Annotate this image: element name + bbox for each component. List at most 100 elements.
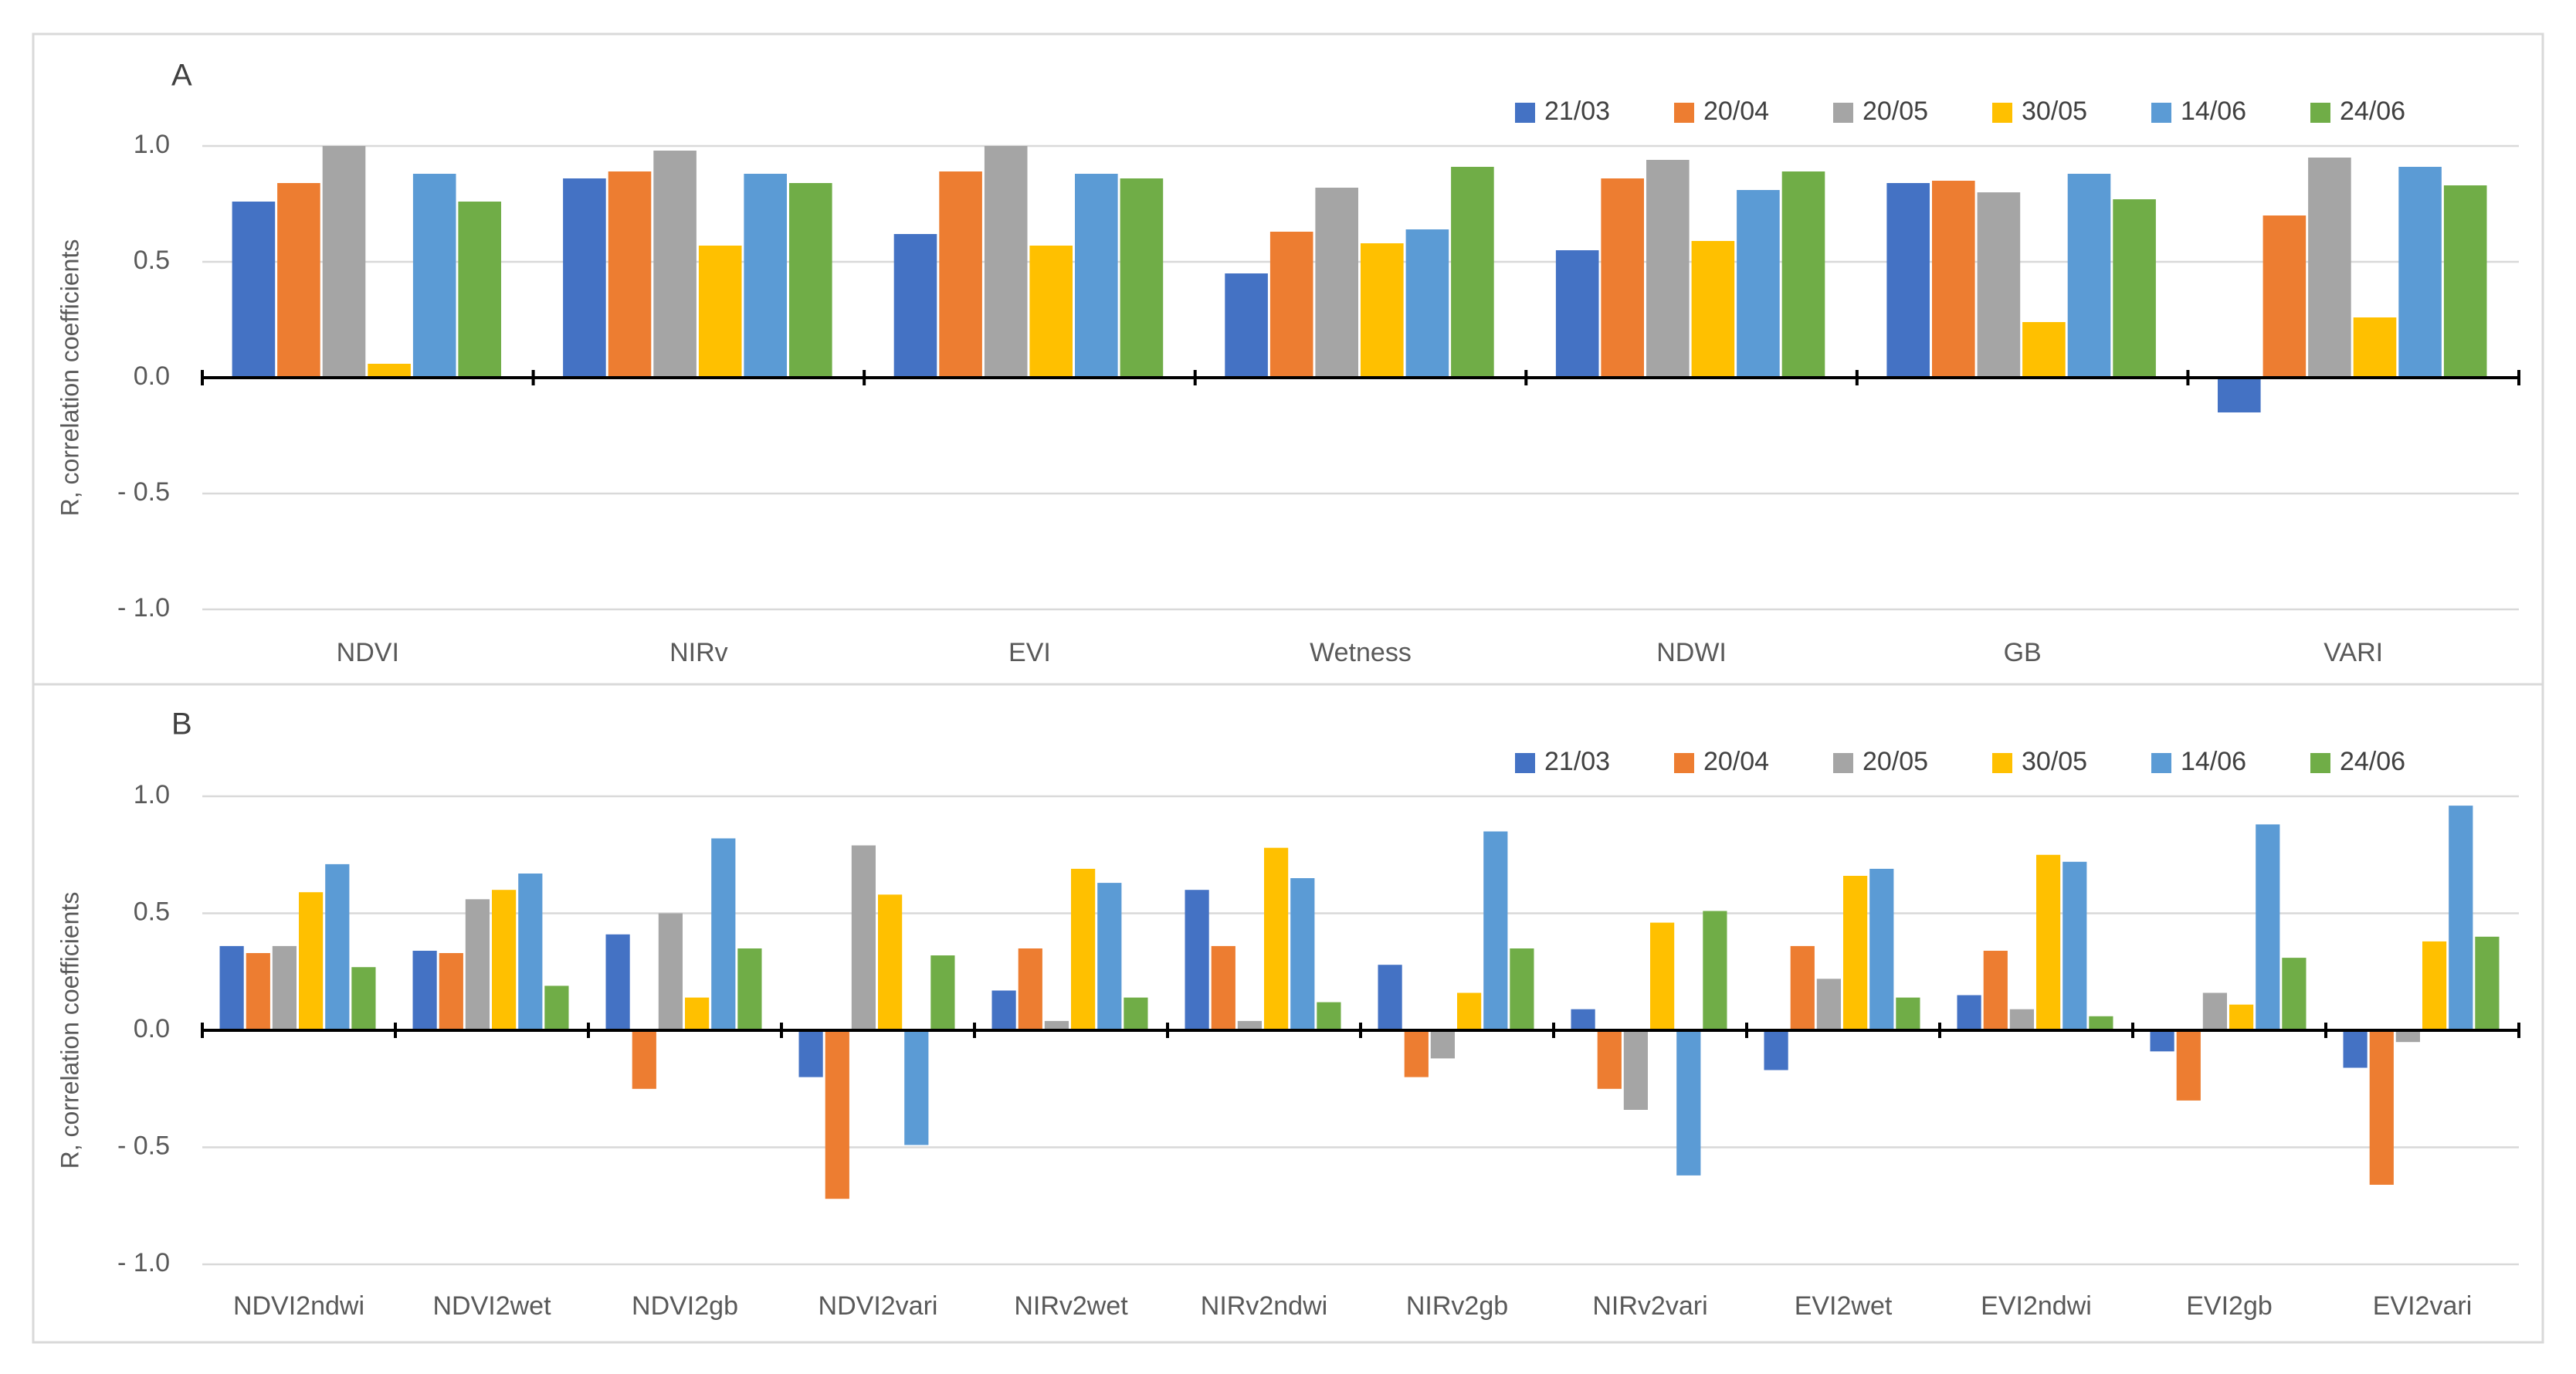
bar-nirv2ndwi-20-04 (1211, 945, 1235, 1030)
bar-vari-21-03 (2218, 378, 2261, 412)
y-axis-label: R, correlation coefficients (56, 239, 83, 517)
bar-nirv-24-06 (789, 183, 832, 378)
bar-ndvi-14-06 (412, 174, 456, 378)
bar-evi2wet-24-06 (1896, 997, 1920, 1030)
bar-ndwi-20-05 (1646, 160, 1690, 378)
legend-swatch-21-03 (1515, 753, 1535, 773)
bar-ndvi2vari-20-04 (825, 1030, 849, 1199)
bar-ndvi2gb-30-05 (685, 997, 710, 1030)
legend-label-20-05: 20/05 (1863, 747, 1928, 776)
legend-label-14-06: 14/06 (2181, 747, 2246, 776)
y-tick-label: 0.0 (134, 1014, 170, 1043)
bar-gb-30-05 (2022, 322, 2066, 378)
bar-ndvi2vari-21-03 (798, 1030, 823, 1077)
bar-nirv-30-05 (698, 246, 742, 378)
legend-label-14-06: 14/06 (2181, 97, 2246, 126)
bar-wetness-20-05 (1315, 188, 1358, 378)
x-tick-label-nirv2vari: NIRv2vari (1592, 1291, 1707, 1321)
bar-nirv2wet-14-06 (1097, 883, 1122, 1030)
bar-ndvi2vari-14-06 (904, 1030, 929, 1145)
bar-nirv2gb-21-03 (1378, 965, 1402, 1030)
y-tick-label: - 0.5 (117, 1131, 170, 1160)
bar-vari-20-04 (2262, 215, 2307, 378)
bar-nirv2ndwi-14-06 (1290, 878, 1315, 1030)
bar-evi2ndwi-20-04 (1983, 951, 2008, 1030)
bar-evi2vari-20-05 (2395, 1030, 2420, 1043)
bar-wetness-14-06 (1405, 229, 1449, 378)
legend-label-20-04: 20/04 (1703, 97, 1769, 126)
bar-ndvi2wet-21-03 (412, 951, 437, 1030)
bar-ndvi-21-03 (232, 202, 276, 378)
bar-evi2ndwi-14-06 (2062, 861, 2087, 1030)
bar-nirv-21-03 (563, 178, 606, 378)
bar-ndvi2gb-24-06 (737, 948, 762, 1030)
bar-evi2gb-20-05 (2202, 992, 2227, 1030)
legend-swatch-20-04 (1674, 103, 1694, 123)
panel-label: A (171, 59, 192, 93)
legend-label-21-03: 21/03 (1544, 747, 1610, 776)
x-tick-label-wetness: Wetness (1310, 638, 1412, 667)
bar-vari-30-05 (2353, 317, 2397, 378)
legend-label-21-03: 21/03 (1544, 97, 1610, 126)
bar-ndwi-20-04 (1601, 178, 1644, 378)
bar-nirv2gb-14-06 (1483, 831, 1508, 1030)
bar-evi2ndwi-24-06 (2089, 1016, 2113, 1030)
legend-label-20-05: 20/05 (1863, 97, 1928, 126)
bar-nirv2wet-24-06 (1124, 997, 1148, 1030)
bar-evi2vari-20-04 (2369, 1030, 2394, 1185)
bar-nirv-20-04 (608, 171, 652, 378)
bar-ndvi2wet-14-06 (518, 874, 543, 1030)
legend-label-30-05: 30/05 (2022, 97, 2087, 126)
x-tick-label-nirv: NIRv (669, 638, 728, 667)
legend-swatch-30-05 (1992, 103, 2012, 123)
legend-label-30-05: 30/05 (2022, 747, 2087, 776)
y-tick-label: 1.0 (134, 130, 170, 159)
bar-evi2gb-14-06 (2256, 824, 2280, 1030)
x-tick-label-evi2vari: EVI2vari (2373, 1291, 2473, 1321)
bar-nirv2vari-14-06 (1676, 1030, 1701, 1176)
legend-swatch-30-05 (1992, 753, 2012, 773)
bar-evi2vari-30-05 (2422, 941, 2447, 1030)
legend-swatch-24-06 (2310, 103, 2330, 123)
bar-evi2gb-30-05 (2229, 1004, 2254, 1030)
bar-nirv2vari-20-05 (1623, 1030, 1648, 1110)
bar-ndvi2wet-30-05 (492, 890, 517, 1030)
x-tick-label-evi2ndwi: EVI2ndwi (1981, 1291, 2092, 1321)
bar-ndvi2ndwi-20-04 (246, 953, 270, 1030)
bar-wetness-24-06 (1451, 167, 1494, 378)
bar-evi2ndwi-20-05 (2009, 1009, 2034, 1030)
bar-gb-14-06 (2067, 174, 2111, 378)
x-tick-label-ndvi2ndwi: NDVI2ndwi (233, 1291, 364, 1321)
bar-evi-20-04 (939, 171, 982, 378)
bar-ndvi2ndwi-21-03 (219, 945, 244, 1030)
legend-label-24-06: 24/06 (2340, 747, 2405, 776)
x-tick-label-ndvi2gb: NDVI2gb (632, 1291, 738, 1321)
bar-nirv2ndwi-21-03 (1185, 890, 1209, 1030)
panel-label: B (171, 707, 192, 741)
x-tick-label-evi2wet: EVI2wet (1795, 1291, 1893, 1321)
y-tick-label: 0.5 (134, 246, 170, 275)
bar-ndwi-30-05 (1691, 241, 1735, 378)
bar-evi-20-05 (984, 146, 1028, 378)
bar-nirv2wet-21-03 (991, 990, 1016, 1030)
bar-ndvi2vari-24-06 (930, 955, 955, 1030)
bar-evi-24-06 (1120, 178, 1164, 378)
bar-vari-24-06 (2443, 185, 2487, 378)
legend-swatch-21-03 (1515, 103, 1535, 123)
bar-ndwi-14-06 (1737, 190, 1780, 378)
legend-swatch-20-05 (1833, 753, 1853, 773)
bar-ndvi2gb-20-05 (658, 913, 683, 1030)
legend-label-20-04: 20/04 (1703, 747, 1769, 776)
bar-ndvi-24-06 (458, 202, 501, 378)
x-tick-label-ndvi2vari: NDVI2vari (819, 1291, 938, 1321)
bar-nirv2vari-20-04 (1597, 1030, 1622, 1089)
bar-ndwi-21-03 (1555, 250, 1599, 378)
x-tick-label-evi: EVI (1008, 638, 1051, 667)
bar-evi2gb-21-03 (2150, 1030, 2174, 1052)
bar-evi2wet-30-05 (1843, 876, 1868, 1030)
bar-evi-21-03 (893, 234, 937, 378)
x-tick-label-evi2gb: EVI2gb (2186, 1291, 2273, 1321)
bar-evi-30-05 (1029, 246, 1073, 378)
